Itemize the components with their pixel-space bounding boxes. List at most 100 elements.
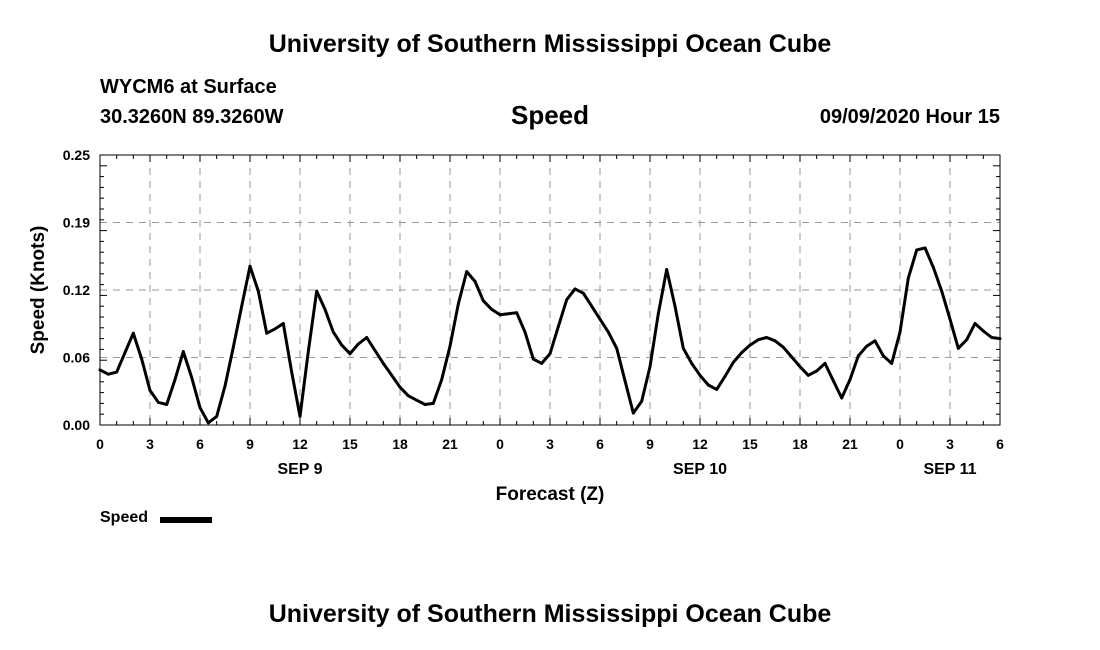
data-point bbox=[315, 289, 319, 293]
y-tick-label: 0.06 bbox=[63, 350, 90, 366]
data-point bbox=[790, 355, 794, 359]
data-point bbox=[215, 414, 219, 418]
tick-marks bbox=[99, 154, 1001, 426]
data-point bbox=[740, 351, 744, 355]
data-point bbox=[548, 352, 552, 356]
variable-title: Speed bbox=[510, 100, 590, 130]
data-point bbox=[390, 373, 394, 377]
data-point bbox=[831, 379, 835, 383]
y-axis-label: Speed (Knots) bbox=[28, 226, 49, 355]
data-point bbox=[990, 336, 994, 339]
data-point bbox=[856, 354, 860, 358]
data-point bbox=[756, 338, 760, 342]
data-point bbox=[656, 312, 660, 316]
station-label: WYCM6 at Surface bbox=[100, 76, 277, 98]
data-point bbox=[290, 370, 294, 374]
data-point bbox=[456, 302, 460, 306]
data-point bbox=[640, 399, 644, 403]
data-point bbox=[356, 342, 360, 346]
data-point bbox=[556, 325, 560, 329]
data-point bbox=[490, 308, 494, 311]
data-point bbox=[348, 352, 352, 356]
data-point bbox=[465, 270, 469, 274]
data-point bbox=[131, 331, 135, 335]
coordinates-label: 30.3260N 89.3260W bbox=[100, 106, 284, 128]
data-point bbox=[681, 346, 685, 350]
x-tick-label: 3 bbox=[946, 436, 954, 452]
x-tick-label: 18 bbox=[792, 436, 808, 452]
data-point bbox=[173, 378, 177, 382]
x-tick-label: 6 bbox=[596, 436, 604, 452]
data-point bbox=[915, 248, 919, 252]
x-day-label: SEP 10 bbox=[673, 461, 727, 478]
x-tick-label: 21 bbox=[442, 436, 458, 452]
data-point bbox=[840, 396, 844, 400]
data-point bbox=[181, 350, 185, 353]
data-point bbox=[531, 357, 535, 361]
data-point bbox=[781, 345, 785, 349]
y-tick-label: 0.19 bbox=[63, 215, 90, 231]
data-point bbox=[506, 312, 510, 316]
data-point bbox=[815, 369, 819, 373]
data-point bbox=[898, 330, 902, 334]
data-point bbox=[690, 362, 694, 365]
data-point bbox=[365, 336, 369, 339]
y-tick-label: 0.25 bbox=[63, 147, 90, 163]
data-point bbox=[306, 350, 310, 353]
data-point bbox=[581, 291, 585, 295]
data-point bbox=[648, 365, 652, 369]
data-point bbox=[931, 265, 935, 269]
data-point bbox=[515, 311, 519, 315]
grid-lines bbox=[100, 155, 1000, 425]
data-point bbox=[281, 322, 285, 325]
x-tick-label: 3 bbox=[546, 436, 554, 452]
data-point bbox=[865, 344, 869, 348]
data-point bbox=[523, 330, 527, 334]
data-point bbox=[340, 343, 344, 347]
legend-label: Speed bbox=[100, 509, 149, 526]
data-point bbox=[156, 400, 160, 404]
data-point bbox=[240, 304, 244, 308]
footer-title: University of Southern Mississippi Ocean… bbox=[268, 600, 832, 628]
data-point bbox=[606, 330, 610, 334]
data-point bbox=[948, 317, 952, 321]
data-point bbox=[498, 313, 502, 317]
data-point bbox=[973, 322, 977, 325]
x-tick-label: 0 bbox=[96, 436, 104, 452]
data-point bbox=[298, 414, 302, 418]
data-point bbox=[206, 421, 210, 425]
data-point bbox=[673, 304, 677, 308]
data-point bbox=[406, 394, 410, 398]
data-point bbox=[440, 378, 444, 382]
datetime-label: 09/09/2020 Hour 15 bbox=[819, 106, 1000, 128]
data-point bbox=[665, 268, 669, 271]
data-point bbox=[773, 339, 777, 343]
data-point bbox=[873, 339, 877, 343]
data-point bbox=[631, 411, 635, 415]
data-point bbox=[823, 362, 827, 365]
data-point bbox=[715, 387, 719, 391]
data-point bbox=[123, 351, 127, 355]
data-point bbox=[748, 343, 752, 347]
data-point bbox=[190, 376, 194, 379]
x-tick-label: 12 bbox=[692, 436, 708, 452]
data-point bbox=[940, 289, 944, 293]
data-point bbox=[981, 329, 985, 333]
data-point bbox=[923, 246, 927, 250]
data-point bbox=[848, 378, 852, 382]
data-point bbox=[731, 360, 735, 364]
data-point bbox=[881, 354, 885, 358]
data-point bbox=[165, 403, 169, 406]
data-point bbox=[806, 373, 810, 377]
y-tick-label: 0.12 bbox=[63, 282, 90, 298]
data-point bbox=[906, 276, 910, 280]
data-point bbox=[565, 298, 569, 302]
data-point bbox=[573, 287, 577, 291]
data-point bbox=[798, 365, 802, 369]
data-point bbox=[398, 385, 402, 389]
page-title: University of Southern Mississippi Ocean… bbox=[268, 30, 832, 58]
x-tick-label: 3 bbox=[146, 436, 154, 452]
x-tick-label: 21 bbox=[842, 436, 858, 452]
data-point bbox=[706, 383, 710, 387]
